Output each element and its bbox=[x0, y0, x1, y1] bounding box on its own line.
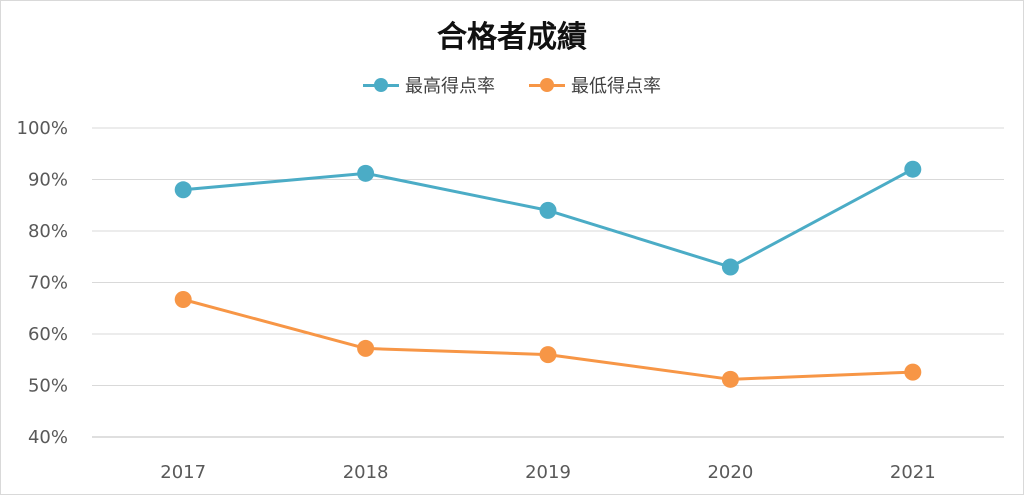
x-tick-label: 2021 bbox=[890, 462, 936, 483]
legend-marker-series-2 bbox=[529, 78, 565, 92]
series-2-point bbox=[539, 346, 557, 364]
series-1-point bbox=[904, 160, 922, 178]
x-tick-label: 2017 bbox=[160, 462, 206, 483]
series-2-point bbox=[721, 370, 739, 388]
series-2-point bbox=[357, 339, 375, 357]
y-tick-label: 60% bbox=[28, 324, 68, 345]
series-1-point bbox=[174, 181, 192, 199]
chart-title: 合格者成績 bbox=[437, 20, 587, 55]
legend-marker-series-1 bbox=[363, 78, 399, 92]
legend: 最高得点率 最低得点率 bbox=[0, 72, 1024, 98]
legend-label-series-2: 最低得点率 bbox=[571, 76, 661, 97]
series-1-point bbox=[357, 164, 375, 182]
x-tick-label: 2018 bbox=[343, 462, 389, 483]
x-tick-label: 2020 bbox=[707, 462, 753, 483]
y-tick-label: 50% bbox=[28, 376, 68, 397]
y-tick-label: 70% bbox=[28, 273, 68, 294]
y-tick-label: 40% bbox=[28, 427, 68, 448]
series-line-2 bbox=[182, 298, 913, 381]
series-1-point bbox=[721, 258, 739, 276]
legend-label-series-1: 最高得点率 bbox=[405, 76, 495, 97]
y-tick-label: 90% bbox=[28, 170, 68, 191]
series-1-point bbox=[539, 201, 557, 219]
series-2-point bbox=[174, 290, 192, 308]
legend-item-series-2: 最低得点率 bbox=[529, 72, 661, 98]
legend-item-series-1: 最高得点率 bbox=[363, 72, 495, 98]
series-2-point bbox=[904, 363, 922, 381]
y-tick-label: 80% bbox=[28, 221, 68, 242]
y-tick-label: 100% bbox=[17, 118, 68, 139]
x-tick-label: 2019 bbox=[525, 462, 571, 483]
